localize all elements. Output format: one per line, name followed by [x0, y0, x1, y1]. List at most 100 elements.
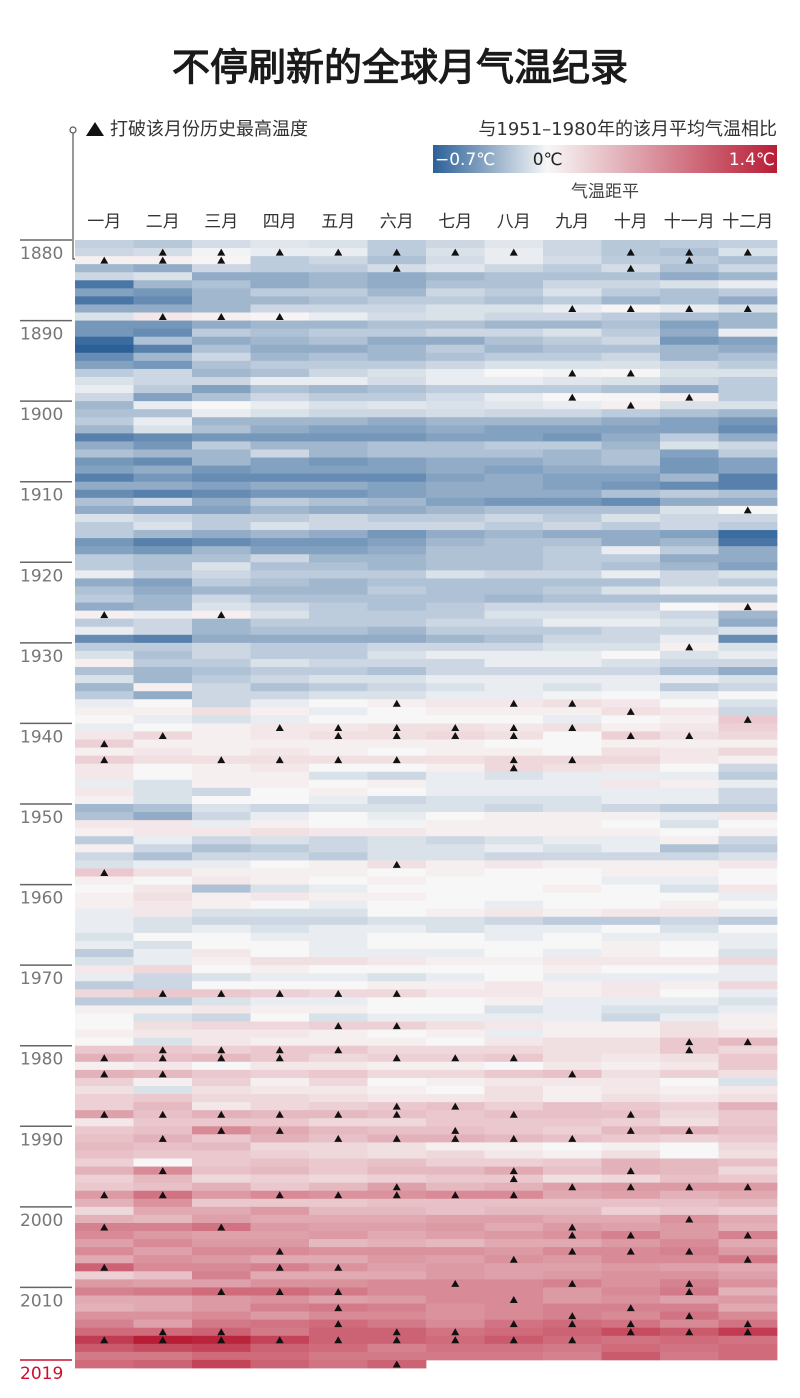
heat-cell [367, 812, 427, 821]
heat-cell [133, 304, 193, 313]
heat-cell [192, 586, 251, 595]
record-marker [158, 248, 167, 256]
heat-cell [309, 900, 368, 910]
heat-cell [660, 610, 719, 620]
heat-cell [543, 1126, 602, 1135]
heat-cell [250, 1021, 310, 1030]
heat-cell [75, 965, 134, 974]
heat-cell [309, 908, 368, 918]
heat-cell [426, 924, 485, 934]
heat-cell [309, 836, 368, 845]
heat-cell [543, 417, 602, 426]
heat-cell [192, 795, 251, 805]
record-marker [217, 1110, 226, 1118]
heat-cell [660, 481, 719, 491]
heat-cell [601, 586, 661, 595]
heat-cell [192, 594, 251, 603]
heat-cell [426, 642, 485, 652]
heat-cell [660, 1198, 719, 1208]
record-marker [626, 1320, 635, 1328]
heat-cell [192, 530, 251, 539]
heat-cell [426, 304, 485, 313]
heat-cell [660, 602, 719, 612]
heat-cell [309, 1086, 368, 1095]
heat-cell [250, 256, 310, 265]
heat-cell [718, 852, 778, 861]
heat-cell [367, 667, 427, 676]
heat-cell [309, 1239, 368, 1248]
heat-cell [718, 1045, 778, 1055]
heat-cell [660, 957, 719, 966]
heat-cell [660, 288, 719, 297]
heat-cell [660, 497, 719, 507]
heat-cell [192, 1231, 251, 1240]
heat-cell [309, 1295, 368, 1304]
heat-cell [718, 578, 778, 587]
heat-cell [660, 312, 719, 321]
heat-cell [426, 1069, 485, 1079]
heat-cell [426, 771, 485, 781]
heat-cell [309, 739, 368, 748]
heat-cell [309, 417, 368, 426]
heat-cell [484, 916, 544, 926]
heat-cell [133, 779, 193, 789]
heat-cell [426, 852, 485, 861]
heat-cell [192, 401, 251, 410]
heat-cell [484, 538, 544, 547]
legend-marker [86, 122, 104, 136]
heat-cell [718, 1190, 778, 1200]
record-marker [158, 1110, 167, 1118]
heat-cell [250, 1037, 310, 1047]
heat-cell [484, 1013, 544, 1022]
heat-cell [543, 1351, 602, 1361]
heat-cell [367, 586, 427, 595]
heat-cell [367, 763, 427, 773]
heat-cell [75, 546, 134, 555]
heat-cell [309, 650, 368, 660]
heat-cell [75, 1271, 134, 1280]
heat-cell [601, 602, 661, 612]
heat-cell [426, 884, 485, 894]
heat-cell [718, 610, 778, 620]
heat-cell [718, 562, 778, 571]
heat-cell [484, 812, 544, 821]
heat-cell [543, 836, 602, 845]
heat-cell [367, 1343, 427, 1353]
heat-cell [543, 1255, 602, 1264]
heat-cell [75, 1158, 134, 1167]
heat-cell [601, 417, 661, 426]
heat-cell [75, 1150, 134, 1159]
heat-cell [133, 852, 193, 861]
heat-cell [543, 852, 602, 861]
heat-cell [367, 1247, 427, 1256]
heat-cell [192, 763, 251, 773]
heat-cell [718, 1166, 778, 1176]
heat-cell [133, 320, 193, 330]
heat-cell [718, 957, 778, 966]
record-marker [392, 1183, 401, 1191]
heat-cell [601, 828, 661, 837]
heat-cell [367, 296, 427, 305]
heat-cell [309, 747, 368, 757]
heat-cell [192, 650, 251, 660]
heat-cell [192, 1158, 251, 1167]
record-marker [509, 699, 518, 707]
heat-cell [718, 296, 778, 305]
heat-cell [192, 658, 251, 668]
heat-cell [601, 699, 661, 708]
record-marker [743, 1320, 752, 1328]
heat-cell [484, 1239, 544, 1248]
heat-cell [75, 602, 134, 612]
record-marker [685, 256, 694, 264]
heat-cell [133, 1263, 193, 1272]
heat-cell [192, 1150, 251, 1159]
heat-cell [718, 940, 778, 950]
heat-cell [133, 1247, 193, 1256]
heat-cell [133, 707, 193, 716]
heat-cell [75, 1061, 134, 1071]
heat-cell [660, 264, 719, 273]
heat-cell [250, 957, 310, 966]
heat-cell [484, 1206, 544, 1216]
heat-cell [309, 868, 368, 877]
heat-cell [192, 715, 251, 724]
